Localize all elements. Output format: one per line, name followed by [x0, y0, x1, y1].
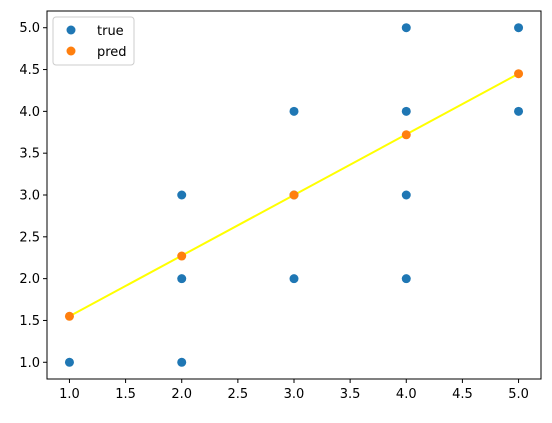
point-pred — [177, 251, 187, 261]
point-true — [514, 23, 524, 33]
y-tick-label: 1.0 — [19, 356, 40, 371]
legend-label-pred: pred — [97, 45, 127, 60]
x-axis: 1.0 1.5 2.0 2.5 3.0 3.5 4.0 4.5 5.0 — [59, 379, 529, 402]
y-tick-label: 5.0 — [19, 21, 40, 36]
point-true — [401, 274, 411, 284]
x-tick-label: 2.5 — [228, 387, 249, 402]
x-tick-label: 1.5 — [115, 387, 136, 402]
x-tick-label: 4.5 — [452, 387, 473, 402]
y-tick-label: 4.5 — [19, 63, 40, 78]
point-true — [289, 106, 299, 116]
point-true — [401, 23, 411, 33]
x-tick-label: 5.0 — [508, 387, 529, 402]
legend-label-true: true — [97, 24, 124, 39]
x-tick-label: 4.0 — [396, 387, 417, 402]
legend: true pred — [52, 16, 135, 66]
x-tick-label: 3.5 — [340, 387, 361, 402]
x-tick-label: 3.0 — [284, 387, 305, 402]
point-true — [514, 106, 524, 116]
point-true — [177, 357, 187, 367]
point-pred — [514, 69, 524, 79]
y-axis: 1.0 1.5 2.0 2.5 3.0 3.5 4.0 4.5 5.0 — [19, 21, 47, 371]
point-pred — [64, 311, 74, 321]
legend-marker-pred — [66, 46, 76, 56]
y-tick-label: 2.5 — [19, 230, 40, 245]
point-true — [401, 106, 411, 116]
point-true — [289, 274, 299, 284]
legend-marker-true — [66, 25, 76, 35]
y-tick-label: 4.0 — [19, 105, 40, 120]
x-tick-label: 2.0 — [171, 387, 192, 402]
y-tick-label: 1.5 — [19, 314, 40, 329]
x-tick-label: 1.0 — [59, 387, 80, 402]
point-true — [177, 190, 187, 200]
y-tick-label: 2.0 — [19, 272, 40, 287]
point-true — [177, 274, 187, 284]
y-tick-label: 3.0 — [19, 189, 40, 204]
point-pred — [289, 190, 299, 200]
point-true — [64, 357, 74, 367]
points-layer — [64, 23, 524, 367]
y-tick-label: 3.5 — [19, 147, 40, 162]
point-pred — [401, 130, 411, 140]
point-true — [401, 190, 411, 200]
